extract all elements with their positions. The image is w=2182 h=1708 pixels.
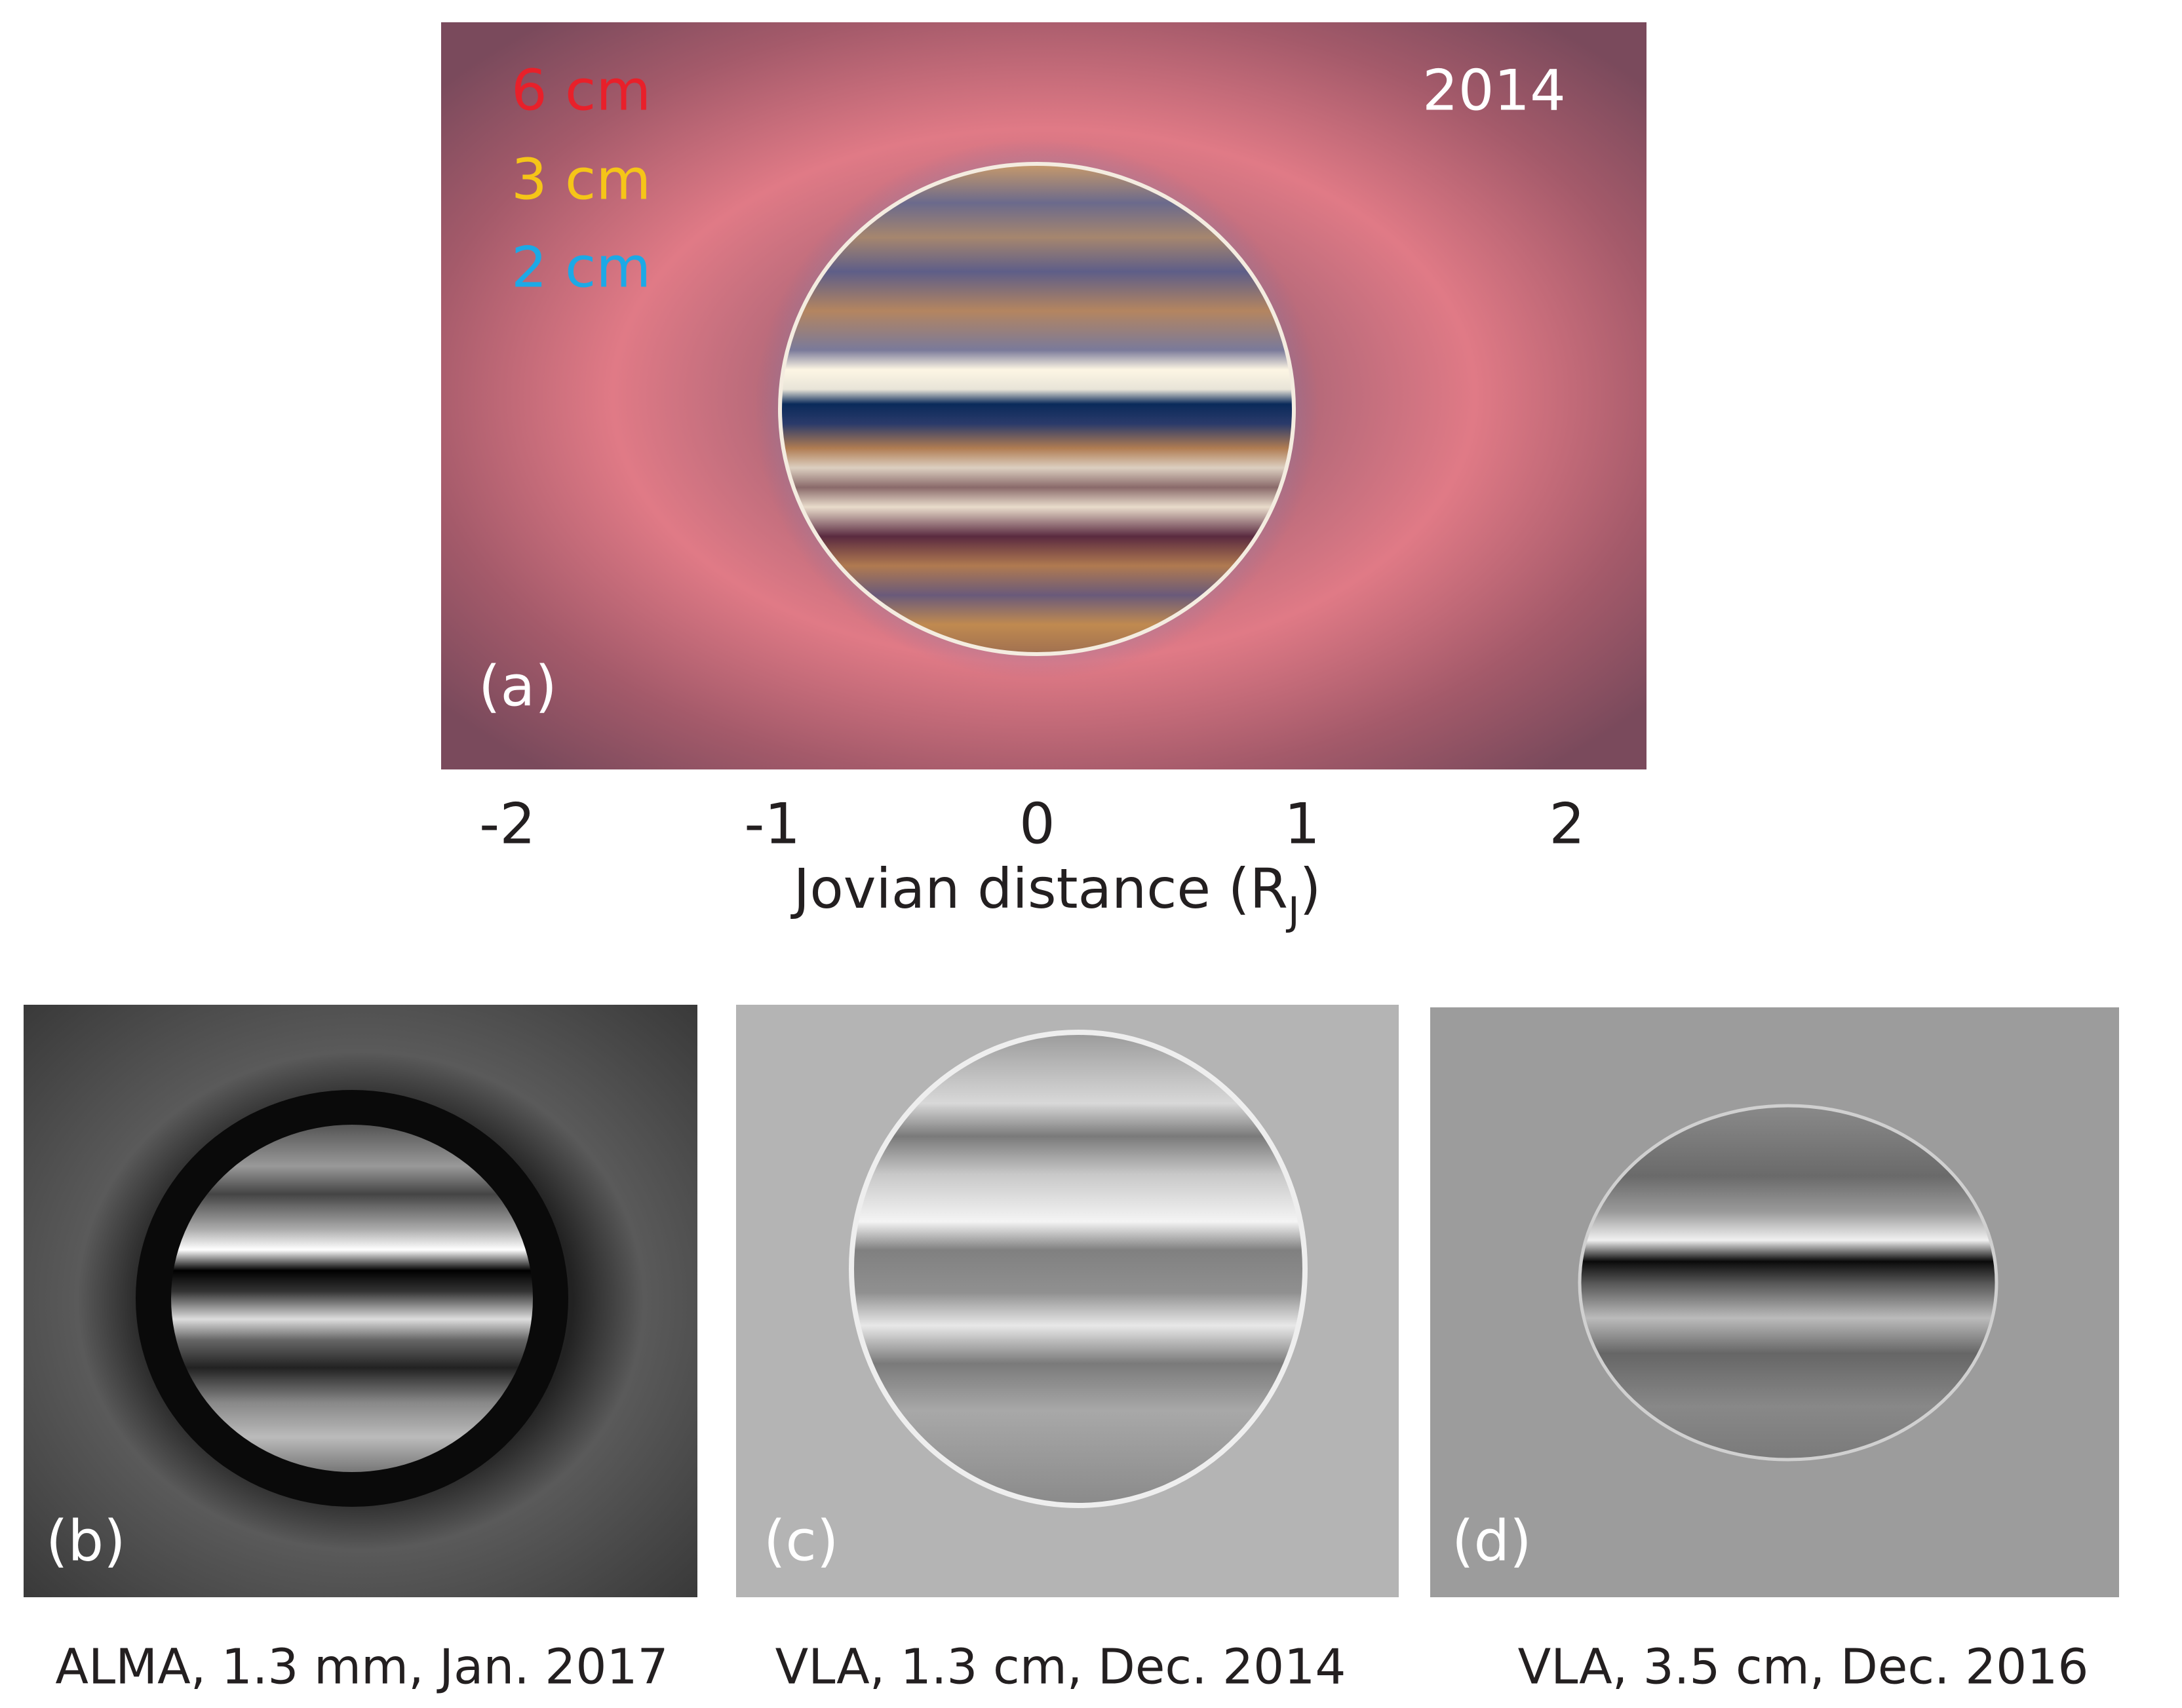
planet-disk: [849, 1030, 1308, 1508]
caption: ALMA, 1.3 mm, Jan. 2017: [55, 1639, 668, 1696]
legend-entry: 3 cm: [511, 147, 651, 212]
x-axis: -2 -1 0 1 2: [479, 791, 1585, 857]
legend-entry: 6 cm: [511, 58, 651, 123]
x-tick-label: -1: [744, 791, 800, 857]
panel-label: (a): [478, 653, 557, 719]
x-tick-label: -2: [479, 791, 536, 857]
panel-label: (c): [764, 1508, 838, 1574]
caption: VLA, 1.3 cm, Dec. 2014: [775, 1639, 1346, 1696]
axis-label: Jovian distance (RJ): [790, 857, 1321, 935]
planet-disk: [1578, 1104, 1998, 1462]
axis-label-text: Jovian distance (R: [790, 857, 1288, 921]
axis-label-end: ): [1300, 857, 1321, 921]
planet-disk: [171, 1125, 533, 1472]
year-label: 2014: [1422, 58, 1566, 123]
x-tick-label: 2: [1549, 791, 1585, 857]
caption: VLA, 3.5 cm, Dec. 2016: [1518, 1639, 2089, 1696]
panel-label: (b): [46, 1508, 126, 1574]
legend-entry: 2 cm: [511, 235, 651, 300]
x-tick-label: 1: [1284, 791, 1320, 857]
x-tick-label: 0: [1019, 791, 1055, 857]
axis-label-subscript: J: [1285, 889, 1300, 935]
panel-label: (d): [1452, 1508, 1532, 1574]
planet-disk: [778, 162, 1296, 656]
